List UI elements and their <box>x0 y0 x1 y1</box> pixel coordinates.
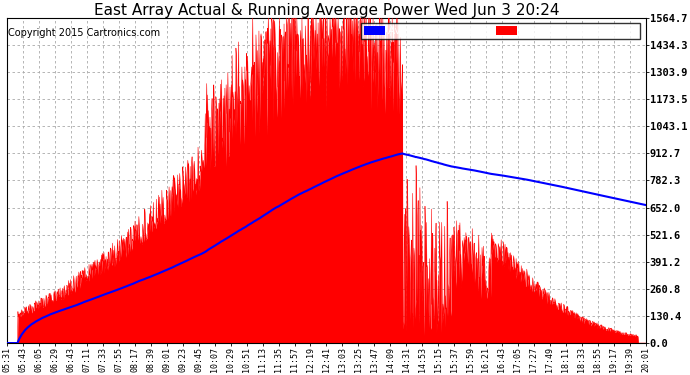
Legend: Average  (DC Watts), East Array  (DC Watts): Average (DC Watts), East Array (DC Watts… <box>361 23 640 39</box>
Title: East Array Actual & Running Average Power Wed Jun 3 20:24: East Array Actual & Running Average Powe… <box>94 3 559 18</box>
Text: Copyright 2015 Cartronics.com: Copyright 2015 Cartronics.com <box>8 27 160 38</box>
